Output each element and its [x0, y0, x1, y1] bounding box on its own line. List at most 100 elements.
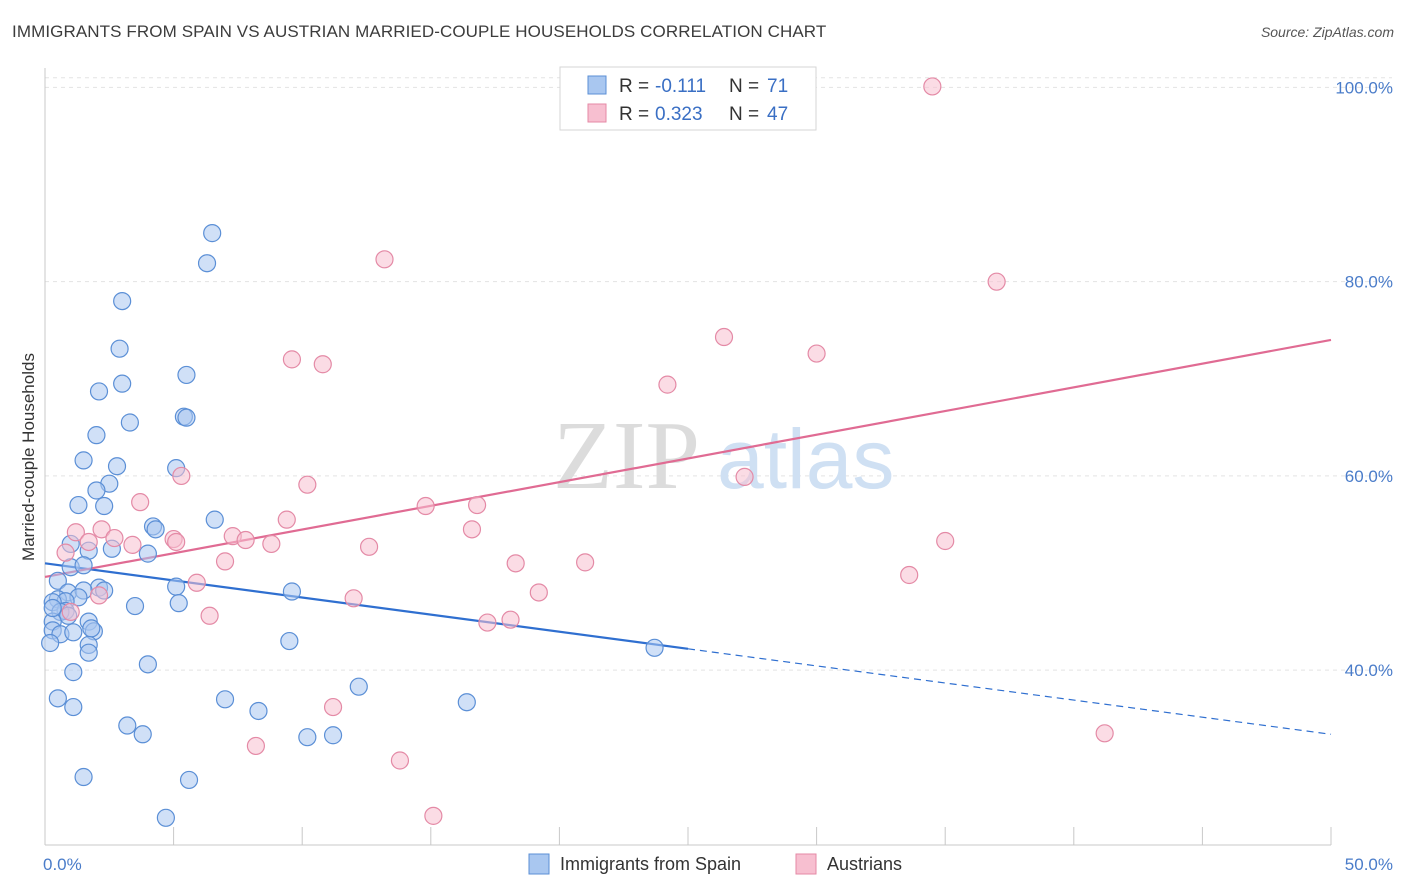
austrians-point — [344, 589, 363, 608]
spain-point — [280, 631, 299, 651]
austrians-point — [576, 553, 595, 572]
austrians-point — [658, 375, 677, 394]
spain-point — [107, 457, 127, 476]
spain-point — [125, 596, 145, 616]
austrians-point — [1095, 724, 1114, 743]
spain-point — [203, 224, 222, 243]
source-credit: Source: ZipAtlas.com — [1260, 24, 1394, 40]
spain-point — [146, 520, 165, 539]
bottom-legend-label-pink: Austrians — [827, 854, 902, 874]
austrians-point — [282, 350, 302, 369]
austrians-point — [478, 613, 497, 632]
austrians-point — [375, 250, 394, 269]
spain-point — [48, 689, 67, 708]
austrians-point — [807, 344, 826, 363]
spain-point — [282, 582, 302, 601]
spain-point — [167, 577, 186, 596]
legend-blue-r-label: R = — [619, 76, 649, 97]
spain-point — [156, 808, 175, 827]
austrians-point — [923, 77, 942, 96]
y-tick-label: 40.0% — [1345, 661, 1393, 680]
spain-point — [74, 767, 93, 787]
x-tick-label-max: 50.0% — [1345, 855, 1393, 874]
austrians-point — [467, 495, 487, 515]
austrians-point — [131, 493, 150, 512]
austrians-point — [506, 554, 525, 573]
spain-point — [87, 481, 106, 500]
austrians-point — [262, 534, 281, 554]
spain-point — [179, 770, 199, 790]
austrians-point — [123, 535, 142, 554]
austrians-point — [61, 602, 80, 622]
spain-point — [87, 426, 106, 445]
spain-point — [118, 716, 137, 735]
austrians-point — [529, 583, 548, 602]
spain-point — [48, 571, 67, 590]
spain-point — [41, 633, 60, 653]
spain-point — [82, 619, 101, 638]
spain-point — [79, 643, 98, 662]
legend-pink-n-label: N = — [729, 104, 759, 125]
spain-point — [177, 365, 196, 385]
spain-point — [349, 677, 368, 696]
y-axis-title: Married-couple Households — [19, 353, 38, 561]
y-tick-label: 100.0% — [1335, 78, 1393, 97]
austrians-point — [215, 552, 235, 571]
legend-blue-n-value: 71 — [767, 76, 788, 97]
trend-line-blue-extension — [687, 648, 1332, 735]
spain-point — [197, 254, 217, 273]
series-austrians — [56, 77, 1114, 825]
correlation-legend: R = -0.111 N = 71 R = 0.323 N = 47 — [559, 66, 817, 131]
watermark-atlas: atlas — [717, 412, 894, 506]
spain-point — [323, 726, 343, 745]
spain-point — [120, 413, 139, 432]
spain-point — [110, 339, 129, 358]
spain-point — [249, 701, 268, 721]
austrians-point — [424, 806, 443, 825]
trend-lines — [44, 338, 1332, 735]
austrians-point — [936, 531, 955, 551]
austrians-point — [105, 528, 124, 548]
spain-point — [138, 655, 157, 674]
spain-point — [177, 408, 196, 427]
austrians-point — [359, 537, 379, 556]
spain-point — [95, 496, 114, 516]
legend-blue-n-label: N = — [729, 76, 759, 97]
austrians-point — [56, 543, 75, 562]
spain-point — [645, 638, 664, 657]
austrians-point — [236, 530, 255, 550]
spain-point — [138, 544, 157, 563]
spain-point — [64, 663, 83, 682]
legend-blue-r-value: -0.111 — [655, 76, 706, 97]
watermark-zip: ZIP — [553, 402, 700, 510]
austrians-point — [66, 523, 85, 542]
austrians-point — [246, 736, 266, 756]
austrians-point — [167, 532, 186, 552]
austrians-point — [313, 355, 332, 374]
spain-point — [64, 623, 83, 642]
y-tick-label: 80.0% — [1345, 273, 1393, 292]
spain-point — [64, 697, 83, 717]
austrians-point — [187, 573, 206, 592]
spain-point — [205, 510, 224, 529]
legend-pink-n-value: 47 — [767, 104, 788, 125]
austrians-point — [735, 467, 754, 486]
legend-swatch-blue — [587, 75, 607, 95]
austrians-point — [501, 610, 520, 629]
austrians-point — [462, 520, 482, 539]
y-tick-labels: 40.0% 60.0% 80.0% 100.0% — [1335, 78, 1393, 680]
spain-point — [457, 693, 476, 712]
austrians-point — [987, 272, 1006, 291]
series-legend: Immigrants from Spain Austrians — [528, 853, 902, 875]
austrians-point — [79, 532, 98, 552]
bottom-legend-label-blue: Immigrants from Spain — [560, 854, 741, 874]
spain-point — [74, 556, 93, 575]
legend-pink-r-value: 0.323 — [655, 104, 703, 125]
spain-point — [215, 690, 235, 709]
legend-pink-r-label: R = — [619, 104, 649, 125]
trend-line-blue — [44, 562, 689, 650]
chart-title: IMMIGRANTS FROM SPAIN VS AUSTRIAN MARRIE… — [12, 22, 827, 41]
austrians-point — [277, 510, 296, 529]
austrians-point — [323, 697, 343, 717]
